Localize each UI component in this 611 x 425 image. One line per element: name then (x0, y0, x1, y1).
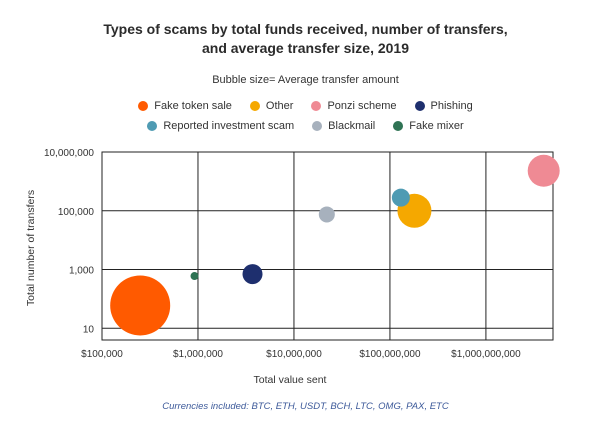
x-tick-label: $100,000,000 (359, 349, 421, 360)
legend-item-reported-investment-scam: Reported investment scam (147, 120, 294, 132)
grid-lines (101, 151, 554, 341)
x-tick-labels: $100,000 $1,000,000 $10,000,000 $100,000,00… (81, 349, 521, 360)
y-tick-labels: 10 1,000 100,000 10,000,000 (44, 148, 94, 335)
legend-swatch (249, 101, 260, 111)
legend-item-phishing: Phishing (414, 100, 473, 112)
x-tick-label: $1,000,000 (173, 349, 223, 360)
plot-frame (101, 151, 554, 341)
legend-swatch (312, 121, 323, 131)
legend-swatch (414, 101, 425, 111)
y-axis-title: Total number of transfers (25, 190, 37, 306)
x-tick-label: $10,000,000 (266, 349, 322, 360)
legend-label: Fake mixer (409, 120, 464, 132)
legend-label: Blackmail (328, 120, 376, 132)
x-tick-label: $1,000,000,000 (451, 349, 521, 360)
chart-subtitle: Bubble size= Average transfer amount (212, 74, 399, 86)
x-tick-label: $100,000 (81, 349, 123, 360)
bubble-reported-investment-scam (391, 188, 410, 207)
y-tick-label: 1,000 (69, 266, 94, 277)
legend-item-fake-mixer: Fake mixer (393, 120, 464, 132)
y-tick-label: 10,000,000 (44, 148, 94, 159)
legend-label: Phishing (430, 100, 473, 112)
y-tick-label: 100,000 (58, 207, 95, 218)
legend-label: Other (265, 100, 294, 112)
x-axis-title: Total value sent (254, 374, 327, 386)
legend-item-fake-token-sale: Fake token sale (138, 100, 232, 112)
legend-label: Fake token sale (154, 100, 232, 112)
chart-title-line-1: Types of scams by total funds received, … (103, 21, 508, 37)
legend-swatch (138, 101, 149, 111)
legend-row-1: Fake token sale Other Ponzi scheme Phishing (0, 100, 611, 112)
legend-row-2: Reported investment scam Blackmail Fake mi… (0, 120, 611, 132)
legend-item-other: Other (249, 100, 294, 112)
bubble-fake-mixer (190, 272, 199, 281)
legend-swatch (393, 121, 404, 131)
bubble-blackmail (318, 206, 335, 223)
bubble-ponzi-scheme (527, 154, 560, 187)
bubbles (110, 154, 560, 336)
bubble-phishing (242, 264, 263, 285)
legend-item-ponzi-scheme: Ponzi scheme (311, 100, 397, 112)
legend-item-blackmail: Blackmail (312, 120, 375, 132)
legend-swatch (147, 121, 158, 131)
chart-title-line-2: and average transfer size, 2019 (201, 40, 409, 56)
y-tick-label: 10 (83, 324, 95, 335)
legend-swatch (311, 101, 322, 111)
legend-label: Reported investment scam (163, 120, 295, 132)
currencies-caption: Currencies included: BTC, ETH, USDT, BCH… (162, 401, 449, 412)
legend-label: Ponzi scheme (327, 100, 397, 112)
chart-title: Types of scams by total funds received, … (0, 20, 611, 58)
bubble-fake-token-sale (110, 275, 171, 336)
